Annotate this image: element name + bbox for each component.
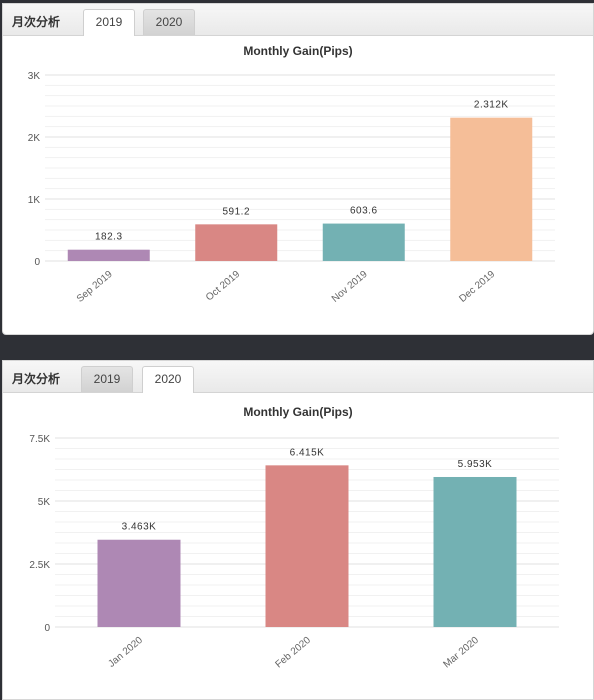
bar — [195, 224, 278, 261]
chart-title: Monthly Gain(Pips) — [243, 405, 353, 419]
tab-2019[interactable]: 2019 — [81, 366, 133, 392]
y-tick-label: 5K — [38, 497, 51, 508]
monthly-analysis-panel-2020: 月次分析 2019 2020 Monthly Gain(Pips) 0 2.5K 5… — [2, 360, 594, 700]
x-tick-label: Sep 2019 — [75, 269, 115, 305]
y-tick-label: 2.5K — [29, 560, 50, 571]
x-tick-label: Oct 2019 — [204, 269, 242, 304]
tab-2020[interactable]: 2020 — [142, 366, 194, 393]
tab-bar: 月次分析 2019 2020 — [3, 4, 593, 36]
bar — [433, 476, 517, 627]
data-label: 603.6 — [350, 206, 378, 217]
x-tick-label: Feb 2020 — [273, 635, 313, 671]
bar — [322, 223, 405, 261]
bar — [67, 249, 150, 261]
data-label: 3.463K — [122, 522, 157, 533]
data-label: 591.2 — [222, 206, 250, 217]
bar — [265, 465, 349, 627]
x-tick-label: Jan 2020 — [106, 635, 145, 670]
section-title: 月次分析 — [12, 15, 61, 29]
x-tick-label: Nov 2019 — [330, 269, 370, 305]
data-label: 2.312K — [474, 100, 509, 111]
bar — [450, 117, 533, 261]
monthly-analysis-panel-2019: 月次分析 2019 2020 Monthly Gain(Pips) 0 1K 2K 3… — [2, 3, 594, 335]
y-tick-label: 0 — [34, 257, 40, 268]
y-tick-label: 3K — [28, 71, 41, 82]
data-label: 5.953K — [458, 459, 493, 470]
bar-chart-2019: 0 1K 2K 3K 182.3 Sep 2019 591.2 Oct 2019 603.6 No… — [28, 71, 555, 305]
tab-bar: 月次分析 2019 2020 — [3, 361, 593, 393]
chart-title: Monthly Gain(Pips) — [243, 44, 353, 58]
section-title: 月次分析 — [12, 372, 61, 386]
bar — [97, 539, 181, 627]
x-tick-label: Mar 2020 — [441, 635, 481, 671]
y-tick-label: 0 — [44, 623, 50, 634]
x-tick-label: Dec 2019 — [457, 269, 497, 305]
bar-chart-2020: 0 2.5K 5K 7.5K 3.463K Jan 2020 6.415K Feb 2020 5… — [29, 434, 559, 671]
data-label: 6.415K — [290, 447, 325, 458]
tab-2020[interactable]: 2020 — [143, 9, 195, 35]
y-tick-label: 7.5K — [29, 434, 50, 445]
data-label: 182.3 — [95, 232, 123, 243]
y-tick-label: 1K — [28, 195, 41, 206]
y-tick-label: 2K — [28, 133, 41, 144]
tab-2019[interactable]: 2019 — [83, 9, 135, 36]
